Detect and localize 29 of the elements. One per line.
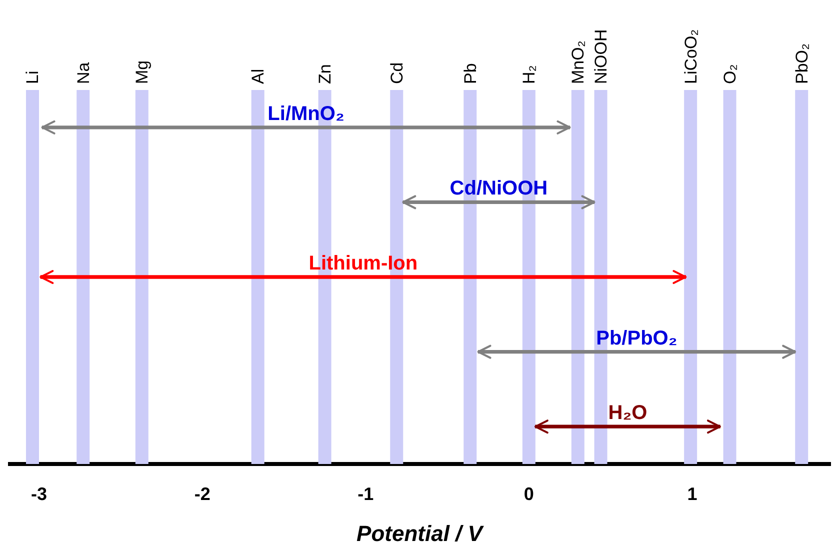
x-tick-label: 0 [524, 484, 534, 504]
ref-line-label: PbO₂ [792, 43, 812, 84]
bar [402, 200, 595, 204]
y-tick-label: Cd/NiOOH [450, 178, 548, 200]
bar [40, 275, 686, 279]
ref-line-label: Na [74, 62, 93, 84]
bar [478, 350, 796, 354]
x-tick-label: -3 [31, 484, 48, 504]
ref-line-label: NiOOH [591, 29, 610, 84]
x-tick-label: -1 [358, 484, 374, 504]
y-tick-label: Li/MnO₂ [268, 102, 344, 125]
ref-line-label: MnO₂ [568, 40, 588, 84]
ref-line-label: LiCoO₂ [681, 29, 700, 84]
x-axis-title: Potential / V [356, 520, 485, 546]
y-tick-label: H₂O [608, 402, 648, 424]
ref-line-label: Zn [315, 64, 334, 84]
ref-line-label: Pb [460, 63, 480, 84]
ref-line-label: Mg [132, 60, 152, 84]
y-tick-label: Pb/PbO₂ [596, 327, 678, 350]
x-tick-label: 1 [687, 484, 698, 504]
ref-line-label: Cd [387, 62, 406, 84]
bar [42, 126, 570, 130]
ref-line-label: Li [23, 70, 42, 84]
ref-line-label: H₂ [520, 65, 539, 84]
x-tick-label: -2 [194, 484, 210, 504]
ref-line-label: O₂ [720, 64, 740, 84]
y-tick-label: Lithium-Ion [308, 252, 418, 275]
bar [535, 424, 720, 428]
ref-line-label: Al [248, 68, 268, 84]
